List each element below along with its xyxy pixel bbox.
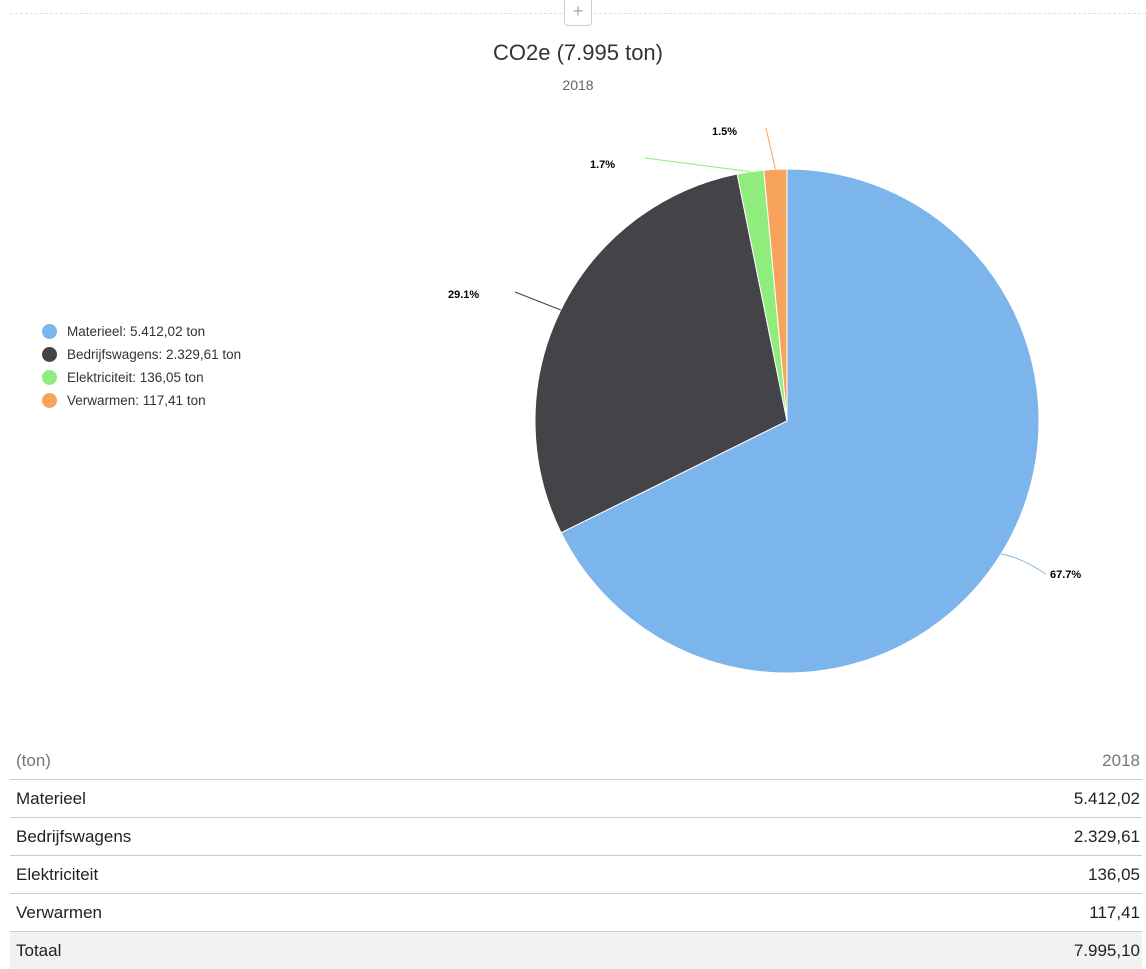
- connector-verwarmen: [766, 128, 775, 169]
- data-label-bedrijfswagens: 29.1%: [448, 289, 479, 301]
- table-cell-label: Verwarmen: [10, 894, 717, 932]
- data-label-verwarmen: 1.5%: [712, 126, 737, 138]
- table-total-value: 7.995,10: [717, 932, 1142, 969]
- data-label-materieel: 67.7%: [1050, 569, 1081, 581]
- connector-bedrijfswagens: [515, 292, 561, 310]
- table-row: Verwarmen 117,41: [10, 894, 1142, 932]
- table-header-row: (ton) 2018: [10, 742, 1142, 780]
- table-cell-label: Elektriciteit: [10, 856, 717, 894]
- table-total-row: Totaal 7.995,10: [10, 932, 1142, 969]
- connector-materieel: [1001, 554, 1046, 574]
- table-header-unit: (ton): [10, 742, 717, 780]
- table-row: Bedrijfswagens 2.329,61: [10, 818, 1142, 856]
- table-total-label: Totaal: [10, 932, 717, 969]
- data-table: (ton) 2018 Materieel 5.412,02 Bedrijfswa…: [10, 742, 1142, 969]
- connector-elektriciteit: [645, 158, 750, 172]
- table-cell-value: 5.412,02: [717, 780, 1142, 818]
- pie-chart: 67.7% 29.1% 1.7% 1.5%: [0, 0, 1146, 720]
- table-cell-label: Materieel: [10, 780, 717, 818]
- data-label-elektriciteit: 1.7%: [590, 159, 615, 171]
- table-row: Materieel 5.412,02: [10, 780, 1142, 818]
- table-cell-value: 117,41: [717, 894, 1142, 932]
- table-cell-label: Bedrijfswagens: [10, 818, 717, 856]
- table-row: Elektriciteit 136,05: [10, 856, 1142, 894]
- table-header-year: 2018: [717, 742, 1142, 780]
- table-cell-value: 136,05: [717, 856, 1142, 894]
- table-cell-value: 2.329,61: [717, 818, 1142, 856]
